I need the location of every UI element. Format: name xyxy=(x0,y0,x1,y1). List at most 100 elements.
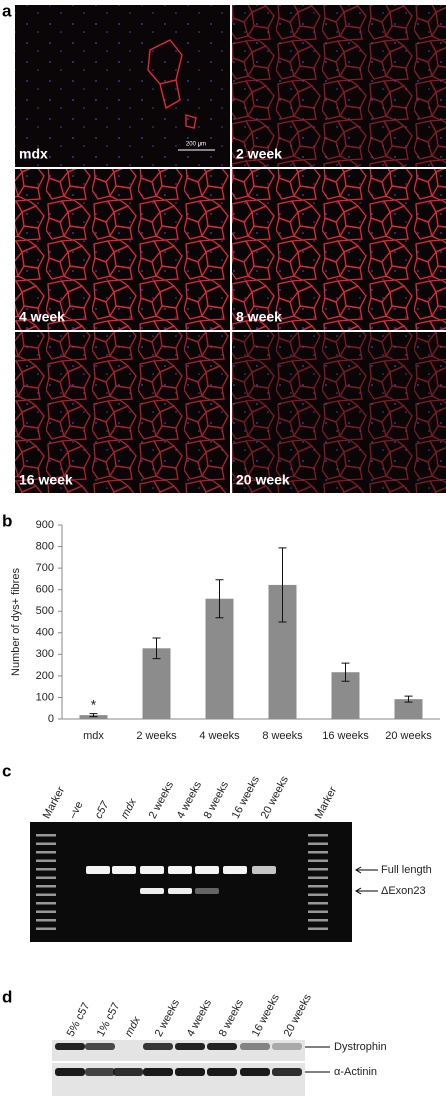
gel-band xyxy=(168,866,192,874)
lane-label: 8 weeks xyxy=(217,997,247,1039)
lane-label: 2 weeks xyxy=(153,997,183,1039)
ladder-band xyxy=(36,851,56,854)
ladder-band xyxy=(308,834,328,837)
lane-label: –ve xyxy=(67,799,86,820)
gel-image xyxy=(30,822,352,942)
ladder-band xyxy=(308,919,328,922)
ladder-band xyxy=(36,919,56,922)
scale-bar-label: 200 μm xyxy=(186,142,206,148)
ladder-band xyxy=(308,859,328,862)
gel-band xyxy=(252,866,276,874)
lane-label: 4 weeks xyxy=(185,997,215,1039)
band-label: Full length xyxy=(381,864,432,876)
error-bar xyxy=(89,713,98,718)
image-label: 4 week xyxy=(19,309,65,325)
ladder-band xyxy=(36,910,56,913)
blot-band xyxy=(207,1043,237,1050)
bar-chart: 0 100 200 300 400 500 600 700 800 900 Number of dy… xyxy=(10,519,440,742)
bar xyxy=(142,648,171,719)
blot-band xyxy=(175,1068,205,1076)
blot-band xyxy=(113,1068,143,1076)
gel-band xyxy=(223,866,247,874)
x-tick-label: 4 weeks xyxy=(199,730,240,742)
blot: 5% c57 1% c57 mdx 2 weeks 4 weeks 8 weeks 16 w… xyxy=(52,992,387,1096)
lane-label: 5% c57 xyxy=(65,1001,93,1039)
arrow xyxy=(355,866,378,874)
lane-label: mdx xyxy=(119,796,140,820)
ladder-band xyxy=(36,868,56,871)
x-tick-label: 2 weeks xyxy=(136,730,177,742)
gel-band xyxy=(195,866,219,874)
y-tick-label: 100 xyxy=(36,691,54,703)
lane-label: 8 weeks xyxy=(202,779,232,821)
lane-label: 20 weeks xyxy=(259,774,292,821)
bar xyxy=(205,598,234,719)
ladder-band xyxy=(308,910,328,913)
blot-band xyxy=(272,1043,302,1050)
blot-band xyxy=(240,1068,270,1076)
panel-label: d xyxy=(2,987,12,1006)
ladder-band xyxy=(36,876,56,879)
lane-label: 20 weeks xyxy=(282,992,315,1039)
blot-band xyxy=(207,1068,237,1076)
x-tick-label: mdx xyxy=(83,730,104,742)
lane-label: 1% c57 xyxy=(95,1001,123,1039)
y-tick-label: 800 xyxy=(36,540,54,552)
y-tick-label: 700 xyxy=(36,562,54,574)
gel-band xyxy=(140,866,164,874)
blot-band xyxy=(240,1043,270,1050)
image-label: mdx xyxy=(19,146,48,162)
image-label: 16 week xyxy=(19,472,73,488)
ladder-band xyxy=(36,893,56,896)
lane-label: Marker xyxy=(41,785,68,821)
arrow xyxy=(355,887,378,895)
lane-label: 4 weeks xyxy=(175,779,205,821)
panel-label: c xyxy=(2,761,11,780)
annotation: * xyxy=(91,696,97,712)
ladder-band xyxy=(308,876,328,879)
gel-band xyxy=(112,866,136,874)
blot-band xyxy=(143,1068,173,1076)
image-label: 2 week xyxy=(236,146,282,162)
y-tick-label: 0 xyxy=(48,713,54,725)
band-label: Dystrophin xyxy=(334,1041,387,1053)
image-label: 20 week xyxy=(236,472,290,488)
ladder-band xyxy=(308,893,328,896)
fibres xyxy=(15,169,230,330)
ladder-band xyxy=(308,851,328,854)
band-label: ΔExon23 xyxy=(381,885,426,897)
ladder-band xyxy=(308,885,328,888)
blot-band xyxy=(55,1043,85,1050)
ladder-band xyxy=(36,885,56,888)
blot-band xyxy=(143,1043,173,1050)
lane-label: mdx xyxy=(123,1014,144,1038)
error-bar xyxy=(404,695,413,703)
lane-label: c57 xyxy=(93,799,112,821)
fibres xyxy=(232,5,446,167)
y-tick-label: 400 xyxy=(36,627,54,639)
gel-band xyxy=(195,888,219,894)
x-tick-label: 16 weeks xyxy=(322,730,369,742)
nuclei xyxy=(15,5,230,167)
ladder-band xyxy=(36,902,56,905)
panel-label: b xyxy=(2,511,12,530)
gel-band xyxy=(168,888,192,894)
gel-band xyxy=(140,888,164,894)
lane-label: 16 weeks xyxy=(250,992,283,1039)
blot-band xyxy=(85,1068,115,1076)
y-tick-label: 600 xyxy=(36,584,54,596)
bar xyxy=(394,699,423,719)
error-bar xyxy=(278,547,287,623)
y-tick-label: 900 xyxy=(36,519,54,531)
blot-band xyxy=(55,1068,85,1076)
y-axis-label: Number of dys+ fibres xyxy=(10,568,22,676)
y-tick-label: 300 xyxy=(36,648,54,660)
ladder-band xyxy=(36,842,56,845)
ladder-band xyxy=(308,927,328,930)
band-label: α-Actinin xyxy=(334,1066,377,1078)
gel-band xyxy=(86,866,110,874)
y-tick-label: 500 xyxy=(36,605,54,617)
ladder-band xyxy=(36,859,56,862)
fibres xyxy=(15,332,230,493)
